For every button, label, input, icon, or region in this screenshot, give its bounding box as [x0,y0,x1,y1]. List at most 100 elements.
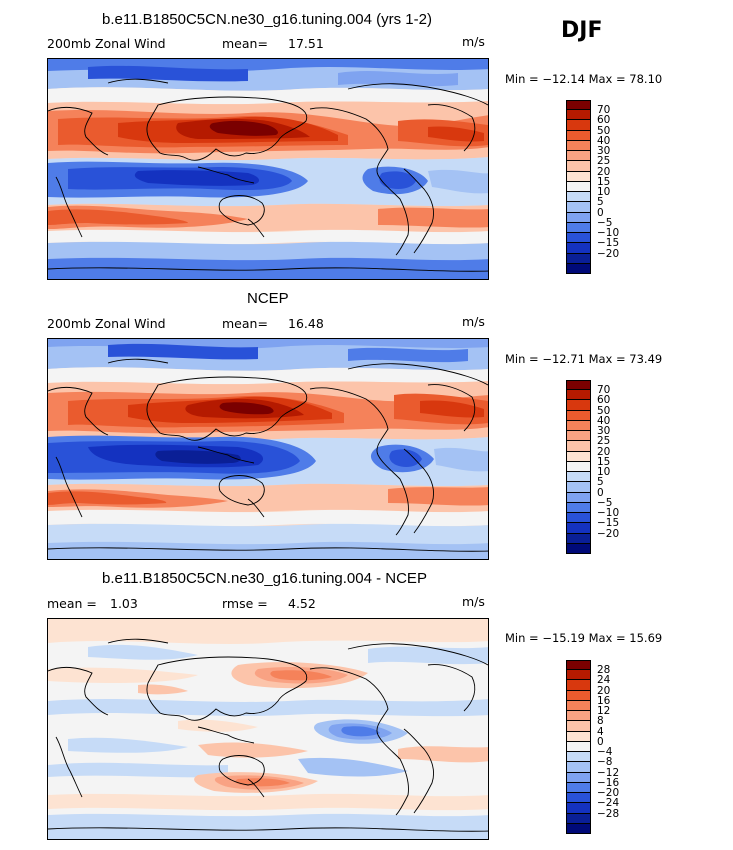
colorbar-swatch [566,410,591,421]
colorbar-swatch [566,482,591,493]
colorbar-swatch [566,181,591,193]
colorbar-tick-label: 15 [597,175,611,188]
colorbar-tick-label: −28 [597,807,620,820]
colorbar-tick-label: −24 [597,797,620,810]
colorbar-tick-label: 15 [597,455,611,468]
colorbar-tick-label: −5 [597,216,613,229]
colorbar-swatch [566,233,591,244]
colorbar-swatch [566,690,591,701]
colorbar-tick-label: 10 [597,466,611,479]
season-label: DJF [561,18,603,43]
colorbar-swatch [566,711,591,722]
min-max-label: Min = −15.19 Max = 15.69 [505,631,663,645]
mean-value: 17.51 [288,36,324,51]
colorbar-swatch [566,441,591,452]
colorbar-swatch [566,192,591,203]
colorbar-swatch [566,823,591,834]
colorbar-swatch [566,161,591,172]
units-label: m/s [462,314,485,329]
colorbar-tick-label: 30 [597,145,611,158]
colorbar-swatch [566,100,591,111]
colorbar-tick-label: −20 [597,247,620,260]
colorbar-swatch [566,731,591,742]
colorbar-swatch [566,492,591,503]
rmse-value: 4.52 [288,596,316,611]
colorbar: 28 24 20 16 12 8 4 0 −4 −8 −12 −16 −20 −24 −28 [566,660,619,834]
colorbar-tick-label: 50 [597,404,611,417]
colorbar-swatch [566,523,591,534]
colorbar-tick-label: −16 [597,776,620,789]
field-label: 200mb Zonal Wind [47,316,166,331]
colorbar-tick-label: 0 [597,735,604,748]
colorbar-swatch [566,420,591,432]
colorbar-swatch [566,813,591,824]
colorbar-swatch [566,140,591,152]
colorbar-swatch [566,772,591,783]
colorbar-tick-label: 40 [597,134,611,147]
colorbar-tick-label: −10 [597,227,620,240]
rmse-label: rmse = [222,596,268,611]
colorbar-swatch [566,461,591,473]
colorbar-tick-label: −4 [597,746,613,759]
difference-map [47,618,489,840]
colorbar-swatch [566,243,591,254]
colorbar-tick-label: 5 [597,196,604,209]
colorbar-tick-label: −12 [597,766,620,779]
colorbar-tick-label: 40 [597,414,611,427]
colorbar-swatch [566,120,591,131]
colorbar-swatch [566,263,591,274]
colorbar-tick-label: −20 [597,527,620,540]
colorbar: 70 60 50 40 30 25 20 15 10 5 0 −5 −10 −15 −20 [566,380,619,554]
colorbar-tick-label: 0 [597,486,604,499]
colorbar-tick-label: 20 [597,445,611,458]
colorbar-swatch [566,110,591,121]
colorbar-swatch [566,752,591,763]
colorbar-tick-label: −8 [597,756,613,769]
colorbar-swatch [566,803,591,814]
mean-label: mean= [222,36,268,51]
colorbar-tick-label: 70 [597,104,611,117]
colorbar-swatch [566,793,591,804]
colorbar-swatch [566,721,591,732]
colorbar-tick-label: 16 [597,694,611,707]
colorbar-swatch [566,390,591,401]
colorbar-tick-label: 60 [597,114,611,127]
colorbar-tick-label: 25 [597,155,611,168]
zonal-wind-map [47,58,489,280]
colorbar-tick-label: 20 [597,165,611,178]
colorbar-swatch [566,222,591,234]
colorbar-swatch [566,660,591,671]
panel-title: NCEP [247,290,289,307]
colorbar-swatch [566,130,591,141]
colorbar-swatch [566,151,591,162]
colorbar-tick-label: −10 [597,507,620,520]
units-label: m/s [462,34,485,49]
mean-label: mean = [47,596,97,611]
colorbar-swatch [566,670,591,681]
colorbar-swatch [566,513,591,524]
colorbar-tick-label: 60 [597,394,611,407]
panel-title: b.e11.B1850C5CN.ne30_g16.tuning.004 - NC… [102,570,427,587]
colorbar-swatch [566,680,591,691]
colorbar-tick-label: 10 [597,186,611,199]
min-max-label: Min = −12.14 Max = 78.10 [505,72,663,86]
colorbar-tick-label: 24 [597,674,611,687]
colorbar-tick-label: 30 [597,425,611,438]
colorbar-swatch [566,171,591,182]
colorbar-swatch [566,502,591,514]
colorbar-tick-label: 8 [597,715,604,728]
field-label: 200mb Zonal Wind [47,36,166,51]
colorbar-tick-label: 4 [597,725,604,738]
colorbar-swatch [566,380,591,391]
colorbar-tick-label: −5 [597,496,613,509]
colorbar-tick-label: 28 [597,664,611,677]
min-max-label: Min = −12.71 Max = 73.49 [505,352,663,366]
colorbar-swatch [566,543,591,554]
colorbar-swatch [566,762,591,773]
colorbar-tick-label: 0 [597,206,604,219]
colorbar: 70 60 50 40 30 25 20 15 10 5 0 −5 −10 −15 −20 [566,100,619,274]
colorbar-tick-label: 12 [597,705,611,718]
colorbar-swatch [566,212,591,223]
colorbar-swatch [566,700,591,712]
colorbar-tick-label: 25 [597,435,611,448]
